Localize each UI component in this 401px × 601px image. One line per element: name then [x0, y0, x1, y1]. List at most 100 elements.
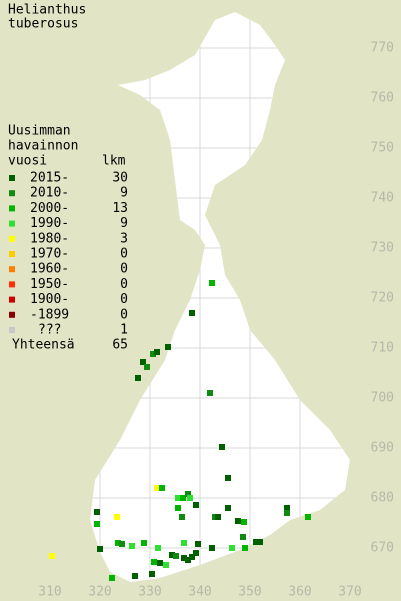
legend-heading: lkm	[102, 154, 126, 169]
observation	[225, 505, 231, 511]
legend-count: 9	[120, 186, 128, 201]
observation	[229, 545, 235, 551]
observation	[135, 375, 141, 381]
observation	[94, 521, 100, 527]
legend-label: 2010-	[30, 186, 69, 201]
observation	[169, 552, 175, 558]
observation	[175, 495, 181, 501]
y-tick-label: 730	[371, 241, 394, 256]
observation	[151, 559, 157, 565]
legend-count: 30	[112, 171, 128, 186]
legend-label: 1900-	[30, 292, 69, 307]
observation	[173, 553, 179, 559]
y-tick-label: 670	[371, 541, 394, 556]
legend-swatch	[9, 235, 15, 242]
observation	[225, 475, 231, 481]
axes: 310 320 330 340 350 360 3706706806907007107207…	[38, 41, 394, 600]
observation	[305, 514, 311, 520]
observation	[284, 505, 290, 511]
legend-swatch	[9, 251, 15, 257]
observation	[242, 545, 248, 551]
legend-count: 0	[120, 262, 128, 277]
observation	[144, 364, 150, 370]
observation	[185, 491, 191, 497]
observation	[240, 534, 246, 540]
observation	[94, 509, 100, 515]
observation	[109, 575, 115, 581]
observation	[150, 351, 156, 357]
legend-swatch	[9, 296, 15, 303]
legend-swatch	[9, 205, 15, 212]
legend-count: 0	[120, 307, 128, 322]
legend-swatch	[9, 327, 15, 333]
observation	[163, 562, 169, 568]
observation	[235, 518, 241, 524]
observation	[165, 344, 171, 350]
legend-count: 0	[120, 292, 128, 307]
observation	[241, 519, 247, 525]
legend-label: ???	[38, 323, 61, 338]
observation	[140, 359, 146, 365]
legend-swatch	[9, 266, 15, 273]
observation	[189, 554, 195, 560]
observation	[215, 514, 221, 520]
observation	[154, 349, 160, 355]
legend-count: 3	[120, 231, 128, 246]
observation	[185, 557, 191, 563]
observations	[49, 280, 311, 581]
observation	[129, 543, 135, 549]
x-tick-label: 320	[88, 585, 111, 600]
observation	[155, 545, 161, 551]
observation	[193, 502, 199, 508]
observation	[119, 541, 125, 547]
legend-label: 1990-	[30, 216, 69, 231]
observation	[141, 540, 147, 546]
observation	[180, 495, 186, 501]
x-tick-label: 330	[138, 585, 161, 600]
legend-swatch	[9, 175, 15, 181]
x-tick-label: 310	[38, 585, 61, 600]
observation	[219, 444, 225, 450]
y-tick-label: 680	[371, 491, 394, 506]
observation	[115, 540, 121, 546]
observation	[132, 573, 138, 579]
legend-swatch	[9, 220, 15, 227]
x-tick-label: 350	[238, 585, 261, 600]
x-tick-label: 360	[288, 585, 311, 600]
title: tuberosus	[8, 17, 78, 32]
y-tick-label: 710	[371, 341, 394, 356]
y-tick-label: 750	[371, 141, 394, 156]
title: Helianthus	[8, 3, 86, 18]
legend-count: 13	[112, 201, 128, 216]
legend-heading: vuosi	[8, 154, 47, 169]
legend-heading: Uusimman	[8, 124, 71, 139]
observation	[209, 545, 215, 551]
observation	[97, 546, 103, 552]
legend-count: 0	[120, 247, 128, 262]
observation	[187, 495, 193, 501]
observation	[175, 505, 181, 511]
y-tick-label: 770	[371, 41, 394, 56]
legend-label: 2015-	[30, 171, 69, 186]
total-count: 65	[112, 338, 128, 353]
observation	[179, 514, 185, 520]
observation	[181, 555, 187, 561]
observation	[253, 539, 259, 545]
legend-label: 1950-	[30, 277, 69, 292]
legend-count: 0	[120, 277, 128, 292]
legend-label: 1980-	[30, 231, 69, 246]
observation	[207, 390, 213, 396]
y-tick-label: 760	[371, 91, 394, 106]
legend-swatch	[9, 190, 15, 197]
legend-label: -1899	[30, 307, 69, 322]
legend: Helianthus tuberosus Uusimman havainnon …	[8, 3, 128, 353]
observation	[154, 485, 160, 491]
observation	[159, 485, 165, 491]
y-tick-label: 700	[371, 391, 394, 406]
legend-swatch	[9, 281, 15, 288]
observation	[284, 510, 290, 516]
observation	[209, 280, 215, 286]
observation	[257, 539, 263, 545]
observation	[181, 540, 187, 546]
